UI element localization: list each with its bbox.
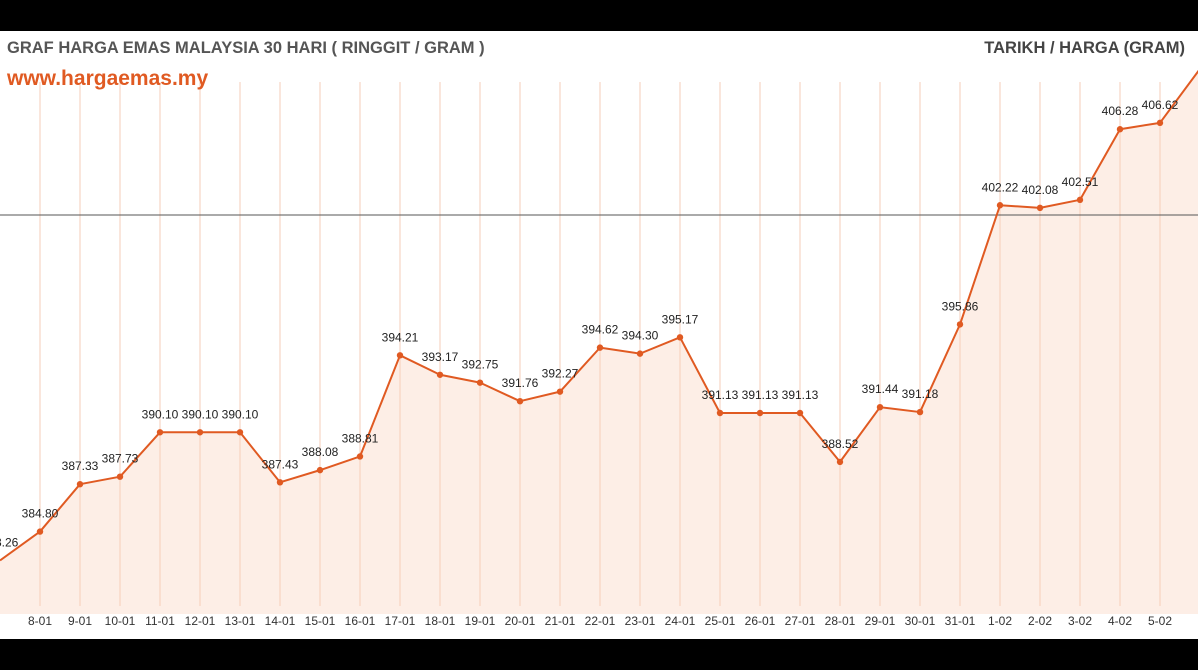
data-point-29-01: [876, 403, 884, 411]
data-point-12-01: [196, 429, 204, 436]
data-point-31-01: [956, 321, 964, 328]
data-point-11-01: [156, 429, 164, 436]
data-point-16-01: [356, 453, 364, 460]
data-point-9-01: [76, 480, 84, 488]
value-label-7-01: 383.26: [0, 535, 19, 549]
value-label-4-02: 406.28: [1102, 104, 1139, 118]
x-tick-label-12-01: 12-01: [185, 614, 216, 628]
data-point-28-01: [836, 458, 844, 466]
x-tick-label-28-01: 28-01: [825, 614, 856, 628]
data-point-30-01: [916, 408, 924, 416]
x-tick-label-16-01: 16-01: [345, 614, 376, 628]
data-point-8-01: [36, 528, 44, 535]
gold-price-chart: 383.26384.80387.33387.73390.10390.10390.…: [0, 69, 1198, 628]
data-point-18-01: [436, 371, 444, 378]
x-tick-label-20-01: 20-01: [505, 614, 536, 628]
value-label-3-02: 402.51: [1062, 175, 1099, 189]
value-label-1-02: 402.22: [982, 180, 1019, 194]
x-tick-label-3-02: 3-02: [1068, 614, 1092, 628]
value-label-13-01: 390.10: [222, 407, 259, 421]
data-point-27-01: [796, 409, 804, 417]
x-tick-label-4-02: 4-02: [1108, 614, 1132, 628]
x-tick-label-14-01: 14-01: [265, 614, 296, 628]
x-tick-label-30-01: 30-01: [905, 614, 936, 628]
x-tick-label-27-01: 27-01: [785, 614, 816, 628]
value-label-21-01: 392.27: [542, 367, 579, 381]
x-tick-label-18-01: 18-01: [425, 614, 456, 628]
value-label-31-01: 395.86: [942, 299, 979, 313]
value-label-30-01: 391.18: [902, 387, 939, 401]
x-tick-label-11-01: 11-01: [145, 614, 175, 628]
value-label-9-01: 387.33: [62, 459, 99, 473]
value-label-17-01: 394.21: [382, 330, 419, 344]
x-tick-label-29-01: 29-01: [865, 614, 896, 628]
data-point-17-01: [396, 352, 404, 359]
value-label-8-01: 384.80: [22, 507, 59, 521]
value-label-14-01: 387.43: [262, 457, 299, 471]
chart-legend-text: TARIKH / HARGA (GRAM): [984, 39, 1185, 57]
x-tick-label-5-02: 5-02: [1148, 614, 1172, 628]
value-label-29-01: 391.44: [862, 382, 899, 396]
data-point-19-01: [476, 379, 484, 386]
data-point-22-01: [596, 344, 604, 351]
data-point-1-02: [996, 202, 1004, 209]
value-label-12-01: 390.10: [182, 407, 219, 421]
data-point-10-01: [116, 473, 124, 480]
x-tick-label-26-01: 26-01: [745, 614, 776, 628]
data-point-2-02: [1036, 204, 1044, 212]
value-label-15-01: 388.08: [302, 445, 339, 459]
value-label-11-01: 390.10: [142, 407, 179, 421]
x-tick-label-19-01: 19-01: [465, 614, 496, 628]
chart-subtitle-website: www.hargaemas.my: [7, 67, 209, 90]
x-tick-label-21-01: 21-01: [545, 614, 576, 628]
area-fill: [0, 71, 1198, 614]
x-tick-label-8-01: 8-01: [28, 614, 52, 628]
data-point-24-01: [676, 334, 684, 341]
data-point-26-01: [756, 409, 764, 417]
data-point-20-01: [516, 398, 524, 405]
data-point-13-01: [236, 429, 244, 436]
x-tick-label-15-01: 15-01: [305, 614, 336, 628]
value-label-19-01: 392.75: [462, 358, 499, 372]
data-point-23-01: [636, 350, 644, 357]
x-tick-label-23-01: 23-01: [625, 614, 656, 628]
x-tick-label-25-01: 25-01: [705, 614, 736, 628]
x-tick-label-24-01: 24-01: [665, 614, 696, 628]
x-tick-label-1-02: 1-02: [988, 614, 1012, 628]
x-tick-label-10-01: 10-01: [105, 614, 136, 628]
value-label-26-01: 391.13: [742, 388, 779, 402]
value-label-5-02: 406.62: [1142, 98, 1179, 112]
value-label-25-01: 391.13: [702, 388, 739, 402]
chart-title: GRAF HARGA EMAS MALAYSIA 30 HARI ( RINGG…: [7, 39, 485, 57]
x-tick-label-22-01: 22-01: [585, 614, 616, 628]
value-label-23-01: 394.30: [622, 329, 659, 343]
data-point-15-01: [316, 466, 324, 474]
value-label-20-01: 391.76: [502, 376, 539, 390]
value-label-22-01: 394.62: [582, 323, 619, 337]
data-point-4-02: [1116, 126, 1124, 133]
data-point-25-01: [716, 409, 724, 417]
x-tick-label-9-01: 9-01: [68, 614, 92, 628]
value-label-10-01: 387.73: [102, 452, 139, 466]
value-label-18-01: 393.17: [422, 350, 459, 364]
value-label-28-01: 388.52: [822, 437, 859, 451]
data-point-14-01: [276, 479, 284, 486]
x-tick-label-31-01: 31-01: [945, 614, 976, 628]
value-label-27-01: 391.13: [782, 388, 819, 402]
data-point-21-01: [556, 388, 564, 395]
chart-frame: 383.26384.80387.33387.73390.10390.10390.…: [0, 31, 1198, 639]
value-label-24-01: 395.17: [662, 312, 699, 326]
data-point-3-02: [1076, 196, 1084, 204]
value-label-16-01: 388.81: [342, 431, 379, 445]
value-label-2-02: 402.08: [1022, 183, 1059, 197]
x-tick-label-2-02: 2-02: [1028, 614, 1052, 628]
x-tick-label-13-01: 13-01: [225, 614, 256, 628]
x-tick-label-17-01: 17-01: [385, 614, 416, 628]
data-point-5-02: [1156, 119, 1164, 127]
